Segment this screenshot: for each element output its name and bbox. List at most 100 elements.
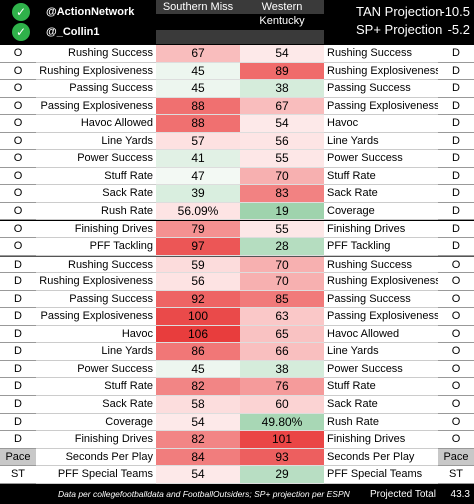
table-row: D Stuff Rate 82 76 Stuff Rate O [0, 378, 474, 396]
stat-label-right: Stuff Rate [324, 167, 438, 186]
value-southern-miss: 47 [156, 167, 240, 186]
projected-total-value: 43.3 [450, 489, 470, 500]
unit-cell-right: D [438, 167, 474, 186]
stat-label-left: Rush Rate [36, 202, 156, 221]
stat-label-right: Rushing Success [324, 45, 438, 63]
stat-label-right: Rushing Success [324, 255, 438, 274]
unit-cell-right: O [438, 290, 474, 309]
stat-label-left: Rushing Success [36, 255, 156, 274]
table-row: O PFF Tackling 97 28 PFF Tackling D [0, 238, 474, 256]
value-southern-miss: 57 [156, 132, 240, 151]
stat-label-left: Line Yards [36, 343, 156, 361]
value-southern-miss: 82 [156, 378, 240, 396]
value-southern-miss: 88 [156, 115, 240, 133]
unit-cell-right: D [438, 132, 474, 151]
tan-projection-value: -10.5 [440, 4, 470, 19]
stat-label-right: Line Yards [324, 132, 438, 151]
unit-cell-right: O [438, 413, 474, 432]
unit-cell-left: ST [0, 466, 36, 484]
handle-action-network[interactable]: @ActionNetwork [46, 6, 135, 18]
unit-cell-left: D [0, 308, 36, 326]
value-western-kentucky: 49.80% [240, 413, 324, 432]
value-southern-miss: 97 [156, 238, 240, 256]
unit-cell-left: O [0, 185, 36, 203]
unit-cell-left: D [0, 255, 36, 274]
unit-cell-right: Pace [438, 448, 474, 467]
value-southern-miss: 45 [156, 360, 240, 379]
unit-cell-right: D [438, 185, 474, 203]
table-row: O Rushing Success 67 54 Rushing Success D [0, 45, 474, 63]
stat-label-right: Passing Success [324, 290, 438, 309]
unit-cell-left: O [0, 167, 36, 186]
stat-label-right: Finishing Drives [324, 431, 438, 449]
stat-label-left: PFF Tackling [36, 238, 156, 256]
unit-cell-left: D [0, 431, 36, 449]
unit-cell-right: D [438, 150, 474, 168]
unit-cell-right: O [438, 308, 474, 326]
value-western-kentucky: 65 [240, 325, 324, 344]
value-southern-miss: 56 [156, 273, 240, 291]
unit-cell-left: O [0, 238, 36, 256]
stat-label-right: Sack Rate [324, 185, 438, 203]
stat-label-right: PFF Special Teams [324, 466, 438, 484]
stat-label-left: PFF Special Teams [36, 466, 156, 484]
stat-label-left: Havoc [36, 325, 156, 344]
projected-total-label: Projected Total [370, 489, 436, 500]
stat-label-left: Coverage [36, 413, 156, 432]
value-western-kentucky: 29 [240, 466, 324, 484]
unit-cell-right: D [438, 62, 474, 81]
team-header-southern-miss: Southern Miss [156, 0, 240, 14]
unit-cell-left: O [0, 202, 36, 221]
team-header-western-kentucky: Western Kentucky [240, 0, 324, 27]
value-southern-miss: 45 [156, 80, 240, 98]
unit-cell-left: O [0, 132, 36, 151]
unit-cell-right: D [438, 202, 474, 221]
stat-label-right: Rush Rate [324, 413, 438, 432]
stat-label-left: Finishing Drives [36, 220, 156, 239]
stat-label-right: Passing Explosiveness [324, 97, 438, 116]
unit-cell-right: D [438, 80, 474, 98]
unit-cell-left: O [0, 97, 36, 116]
table-row: O Passing Success 45 38 Passing Success D [0, 80, 474, 98]
stat-label-left: Passing Explosiveness [36, 308, 156, 326]
stat-label-left: Rushing Explosiveness [36, 273, 156, 291]
table-row: O Sack Rate 39 83 Sack Rate D [0, 185, 474, 203]
stat-label-right: Sack Rate [324, 396, 438, 414]
value-southern-miss: 67 [156, 45, 240, 63]
stat-label-right: Rushing Explosiveness [324, 62, 438, 81]
unit-cell-left: O [0, 150, 36, 168]
unit-cell-right: O [438, 325, 474, 344]
stat-label-left: Line Yards [36, 132, 156, 151]
footer: Data per collegefootballdata and Footbal… [0, 487, 474, 504]
team-header-spacer [156, 30, 324, 44]
table-row: O Havoc Allowed 88 54 Havoc D [0, 115, 474, 133]
value-western-kentucky: 38 [240, 360, 324, 379]
stat-label-left: Stuff Rate [36, 167, 156, 186]
table-row: O Line Yards 57 56 Line Yards D [0, 132, 474, 151]
stat-label-left: Havoc Allowed [36, 115, 156, 133]
unit-cell-right: O [438, 343, 474, 361]
unit-cell-left: O [0, 80, 36, 98]
value-southern-miss: 45 [156, 62, 240, 81]
value-western-kentucky: 67 [240, 97, 324, 116]
unit-cell-right: O [438, 378, 474, 396]
check-icon: ✓ [12, 23, 30, 41]
sp-projection-value: -5.2 [447, 22, 470, 37]
handle-collin[interactable]: @_Collin1 [46, 26, 100, 38]
value-western-kentucky: 83 [240, 185, 324, 203]
value-southern-miss: 106 [156, 325, 240, 344]
table-row: O Rushing Explosiveness 45 89 Rushing Explos… [0, 62, 474, 81]
sp-projection-label: SP+ Projection [356, 22, 443, 37]
table-row: O Stuff Rate 47 70 Stuff Rate D [0, 167, 474, 186]
table-row: D Power Success 45 38 Power Success O [0, 360, 474, 379]
value-western-kentucky: 56 [240, 132, 324, 151]
table-row: D Rushing Explosiveness 56 70 Rushing Explos… [0, 273, 474, 291]
unit-cell-left: D [0, 378, 36, 396]
table-row: D Finishing Drives 82 101 Finishing Drives O [0, 431, 474, 449]
stat-label-left: Passing Success [36, 80, 156, 98]
value-western-kentucky: 55 [240, 150, 324, 168]
unit-cell-right: O [438, 360, 474, 379]
stat-label-right: Seconds Per Play [324, 448, 438, 467]
value-southern-miss: 58 [156, 396, 240, 414]
